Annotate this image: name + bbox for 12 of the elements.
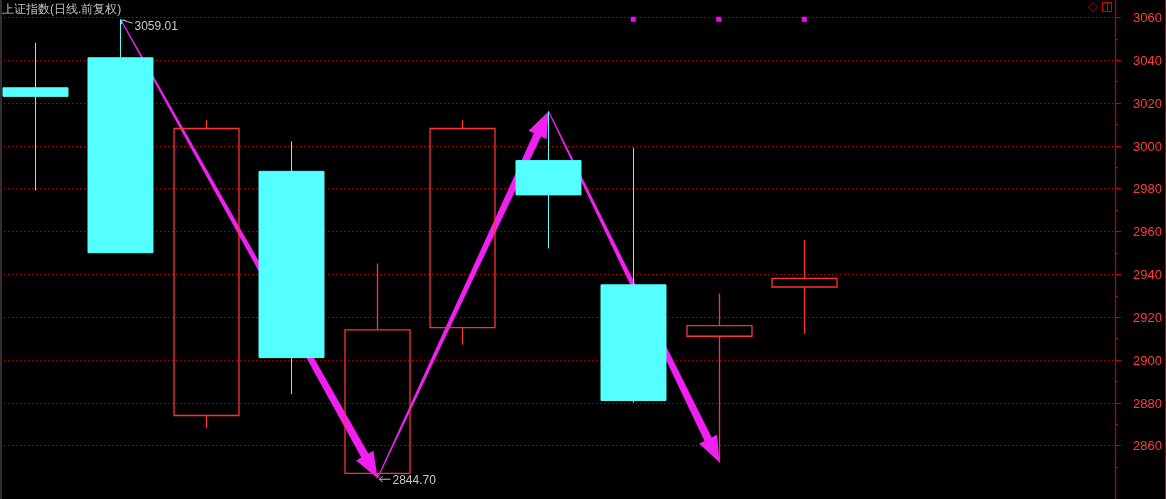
- y-tick-label: 2980: [1133, 181, 1162, 196]
- y-tick-label: 2920: [1133, 310, 1162, 325]
- y-tick-label: 2940: [1133, 267, 1162, 282]
- y-tick-label: 3060: [1133, 10, 1162, 25]
- y-tick-label: 2860: [1133, 438, 1162, 453]
- y-tick-label: 2900: [1133, 353, 1162, 368]
- y-tick-label: 3040: [1133, 53, 1162, 68]
- title: 上证指数(日线.前复权): [2, 2, 122, 16]
- y-tick-label: 3020: [1133, 96, 1162, 111]
- y-tick-label: 2960: [1133, 224, 1162, 239]
- y-tick-label: 2880: [1133, 396, 1162, 411]
- y-tick-label: 3000: [1133, 139, 1162, 154]
